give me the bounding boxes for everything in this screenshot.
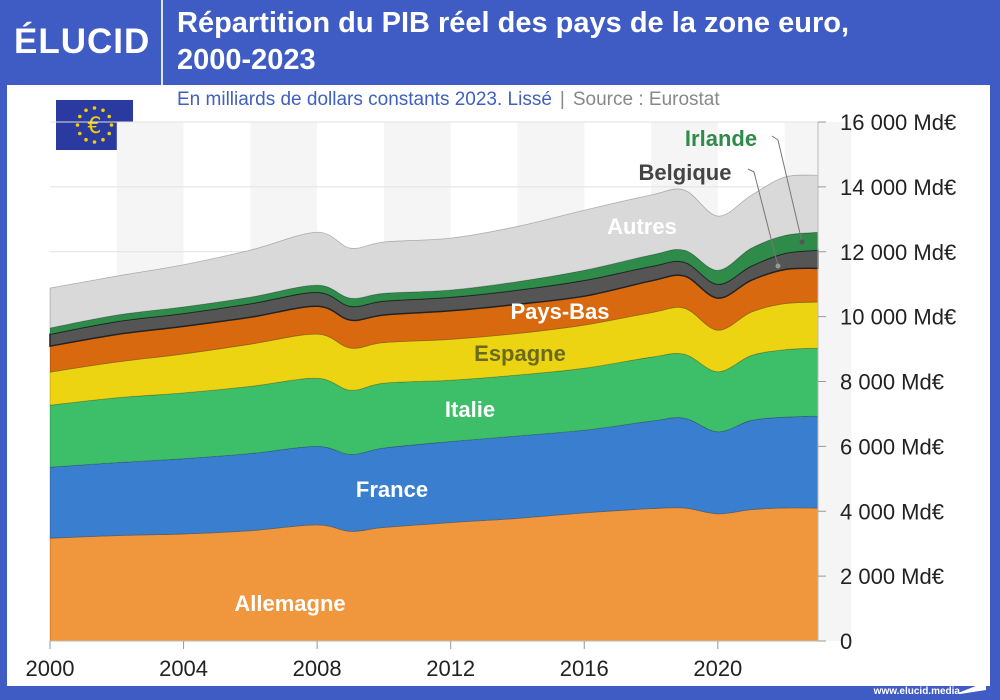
- y-tick-label: 16 000 Md€: [840, 110, 956, 135]
- series-label-espagne: Espagne: [474, 341, 566, 366]
- x-tick-label: 2004: [159, 656, 208, 681]
- irlande-leader-line: [771, 135, 803, 243]
- subtitle-separator: |: [559, 89, 565, 110]
- header-divider: [161, 0, 163, 85]
- brand-logo: ÉLUCID: [14, 22, 151, 61]
- belgique-leader-dot: [775, 263, 781, 269]
- footer-url: www.elucid.media: [873, 686, 960, 697]
- x-tick-label: 2008: [293, 656, 342, 681]
- title-line-1: Répartition du PIB réel des pays de la z…: [177, 7, 849, 39]
- y-tick-label: 14 000 Md€: [840, 175, 956, 200]
- subtitle: En milliards de dollars constants 2023. …: [177, 89, 720, 111]
- series-label-pays-bas: Pays-Bas: [510, 299, 609, 324]
- svg-text:€: €: [88, 114, 102, 139]
- series-label-italie: Italie: [445, 397, 495, 422]
- subtitle-text: En milliards de dollars constants 2023. …: [177, 89, 552, 110]
- belgique-leader-line: [747, 168, 779, 267]
- source-text: Source : Eurostat: [572, 89, 720, 110]
- series-label-irlande: Irlande: [685, 126, 757, 151]
- header: ÉLUCID Répartition du PIB réel des pays …: [0, 0, 1000, 85]
- x-tick-label: 2020: [693, 656, 742, 681]
- title-line-2: 2000-2023: [177, 44, 316, 76]
- y-tick-label: 2 000 Md€: [840, 564, 944, 589]
- series-label-belgique: Belgique: [639, 160, 732, 185]
- x-tick-label: 2016: [560, 656, 609, 681]
- irlande-leader-dot: [799, 239, 805, 245]
- x-tick-label: 2012: [426, 656, 475, 681]
- y-tick-label: 0: [840, 629, 852, 654]
- y-tick-label: 8 000 Md€: [840, 370, 944, 395]
- series-label-allemagne: Allemagne: [234, 591, 345, 616]
- y-tick-label: 10 000 Md€: [840, 305, 956, 330]
- y-tick-label: 12 000 Md€: [840, 240, 956, 265]
- y-tick-label: 4 000 Md€: [840, 499, 944, 524]
- footer-logo-icon: [958, 682, 986, 694]
- chart-title: Répartition du PIB réel des pays de la z…: [177, 5, 977, 79]
- y-tick-label: 6 000 Md€: [840, 434, 944, 459]
- x-tick-label: 2000: [26, 656, 75, 681]
- series-label-autres: Autres: [607, 214, 677, 239]
- series-label-france: France: [356, 477, 428, 502]
